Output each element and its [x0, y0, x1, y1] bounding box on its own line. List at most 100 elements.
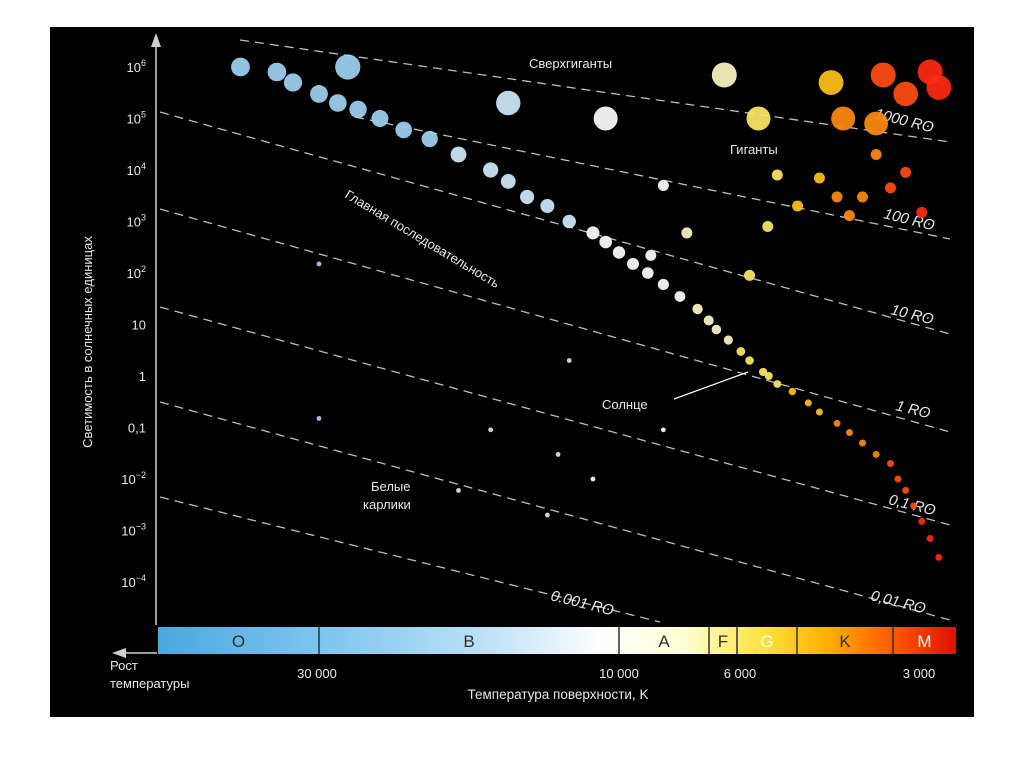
x-tick-10000: 10 000: [599, 666, 639, 681]
star-point-white-dwarfs: [590, 476, 596, 482]
star-point-supergiants: [893, 81, 918, 107]
star-point-main-sequence: [657, 278, 669, 291]
annotation-white-dwarfs-1: Белые: [371, 479, 411, 494]
y-tick-label: 10−4: [121, 573, 146, 590]
radius-line: [159, 111, 951, 335]
radius-label: 1 Rʘ: [894, 397, 932, 422]
star-point-giants: [813, 172, 825, 184]
x-arrow-label-line2: температуры: [110, 676, 189, 691]
star-point-main-sequence: [703, 315, 714, 326]
annotation-sun: Солнце: [602, 397, 648, 412]
spectral-class-label: O: [232, 632, 245, 651]
star-point-main-sequence: [773, 380, 782, 388]
y-tick-label: 106: [127, 58, 146, 75]
x-tick-30000: 30 000: [297, 666, 337, 681]
star-point-main-sequence: [902, 486, 910, 494]
star-point-main-sequence: [926, 534, 934, 542]
star-point-white-dwarfs: [555, 452, 561, 457]
star-point-giants: [762, 220, 774, 232]
star-point-main-sequence: [500, 174, 516, 189]
star-point-main-sequence: [599, 235, 612, 249]
x-tick-3000: 3 000: [903, 666, 936, 681]
star-point-supergiants: [496, 90, 521, 116]
y-axis-label: Светимость в солнечных единицах: [80, 236, 95, 448]
y-tick-label: 10−2: [121, 470, 146, 487]
star-point-giants: [657, 180, 669, 192]
x-axis-arrow-head: [112, 648, 126, 658]
star-point-main-sequence: [586, 226, 600, 240]
spectral-class-label: A: [658, 632, 670, 651]
star-point-main-sequence: [910, 502, 918, 510]
star-point-white-dwarfs: [456, 488, 461, 493]
star-point-main-sequence: [641, 267, 654, 279]
star-point-main-sequence: [562, 214, 576, 229]
radius-label: 0.001 Rʘ: [549, 587, 616, 619]
star-point-main-sequence: [310, 85, 328, 103]
star-point-white-dwarfs: [488, 427, 494, 433]
star-point-main-sequence: [371, 110, 389, 127]
star-point-giants: [771, 169, 783, 181]
radius-label: 0,01 Rʘ: [869, 587, 928, 617]
star-point-main-sequence: [540, 198, 555, 213]
star-point-main-sequence: [723, 335, 733, 345]
star-point-main-sequence: [283, 73, 303, 92]
radius-line: [354, 116, 951, 240]
spectral-class-label: K: [839, 632, 851, 651]
y-tick-label: 10: [132, 318, 146, 333]
star-point-main-sequence: [711, 324, 722, 335]
star-point-main-sequence: [887, 459, 895, 467]
star-point-supergiants: [864, 111, 889, 136]
spectral-class-label: G: [760, 632, 773, 651]
spectral-class-label: B: [463, 632, 474, 651]
y-tick-label: 105: [127, 110, 146, 127]
x-tick-6000: 6 000: [724, 666, 757, 681]
star-point-white-dwarfs: [316, 416, 322, 421]
star-point-giants: [681, 227, 693, 239]
star-point-main-sequence: [815, 408, 823, 416]
star-point-main-sequence: [349, 100, 367, 119]
star-point-main-sequence: [804, 399, 812, 407]
star-point-giants: [744, 269, 756, 281]
spectral-class-label: M: [917, 632, 931, 651]
star-point-supergiants: [335, 54, 361, 80]
radius-line: [159, 306, 951, 526]
star-point-main-sequence: [788, 387, 797, 396]
y-tick-label: 103: [127, 213, 146, 230]
star-point-white-dwarfs: [660, 427, 666, 433]
radius-line: [159, 208, 951, 433]
annotation-white-dwarfs-2: карлики: [363, 497, 411, 512]
star-point-giants: [885, 182, 897, 194]
y-tick-label: 102: [127, 264, 146, 281]
star-point-main-sequence: [845, 428, 853, 436]
star-point-main-sequence: [894, 475, 902, 483]
star-point-supergiants: [746, 106, 771, 131]
y-tick-label: 0,1: [128, 421, 146, 436]
star-point-main-sequence: [736, 347, 746, 356]
radius-label: 10 Rʘ: [889, 301, 935, 328]
radius-line: [159, 401, 951, 621]
star-point-supergiants: [926, 75, 952, 100]
annotation-supergiants: Сверхгиганты: [529, 56, 612, 71]
y-axis-arrow: [151, 33, 161, 47]
star-point-main-sequence: [918, 517, 926, 525]
star-point-supergiants: [593, 106, 618, 131]
star-point-main-sequence: [833, 419, 841, 427]
x-axis-label: Температура поверхности, K: [468, 687, 649, 702]
star-point-supergiants: [831, 106, 856, 131]
star-point-giants: [843, 210, 855, 222]
hr-diagram-panel: 1000 Rʘ 100 Rʘ 10 Rʘ 1 Rʘ 0,1 Rʘ 0,01 Rʘ 0.001…: [50, 27, 974, 717]
star-point-main-sequence: [612, 246, 626, 259]
star-point-supergiants: [870, 62, 896, 88]
star-point-main-sequence: [872, 450, 880, 458]
star-point-main-sequence: [758, 367, 768, 377]
star-point-main-sequence: [935, 553, 943, 561]
star-point-main-sequence: [520, 189, 535, 205]
star-point-main-sequence: [764, 372, 773, 380]
annotation-main-sequence: Главная последовательность: [342, 187, 502, 291]
sun-pointer-line: [673, 371, 749, 400]
y-tick-label: 104: [127, 161, 146, 178]
spectral-class-label: F: [718, 632, 728, 651]
